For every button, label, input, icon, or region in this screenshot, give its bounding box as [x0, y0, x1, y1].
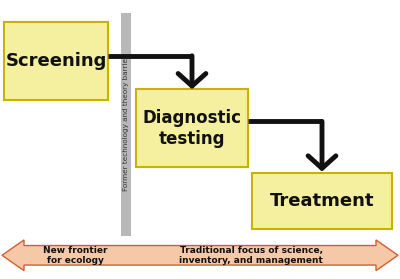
Text: Former technology and theory barrier: Former technology and theory barrier: [123, 55, 129, 191]
Text: New frontier
for ecology: New frontier for ecology: [43, 246, 107, 265]
Text: Diagnostic
testing: Diagnostic testing: [142, 109, 242, 148]
FancyBboxPatch shape: [252, 173, 392, 229]
Polygon shape: [2, 240, 398, 271]
Bar: [121, 13, 131, 236]
FancyBboxPatch shape: [136, 89, 248, 167]
FancyBboxPatch shape: [4, 22, 108, 100]
Text: Treatment: Treatment: [270, 192, 374, 210]
Text: Traditional focus of science,
inventory, and management: Traditional focus of science, inventory,…: [179, 246, 323, 265]
Text: Screening: Screening: [5, 52, 107, 70]
